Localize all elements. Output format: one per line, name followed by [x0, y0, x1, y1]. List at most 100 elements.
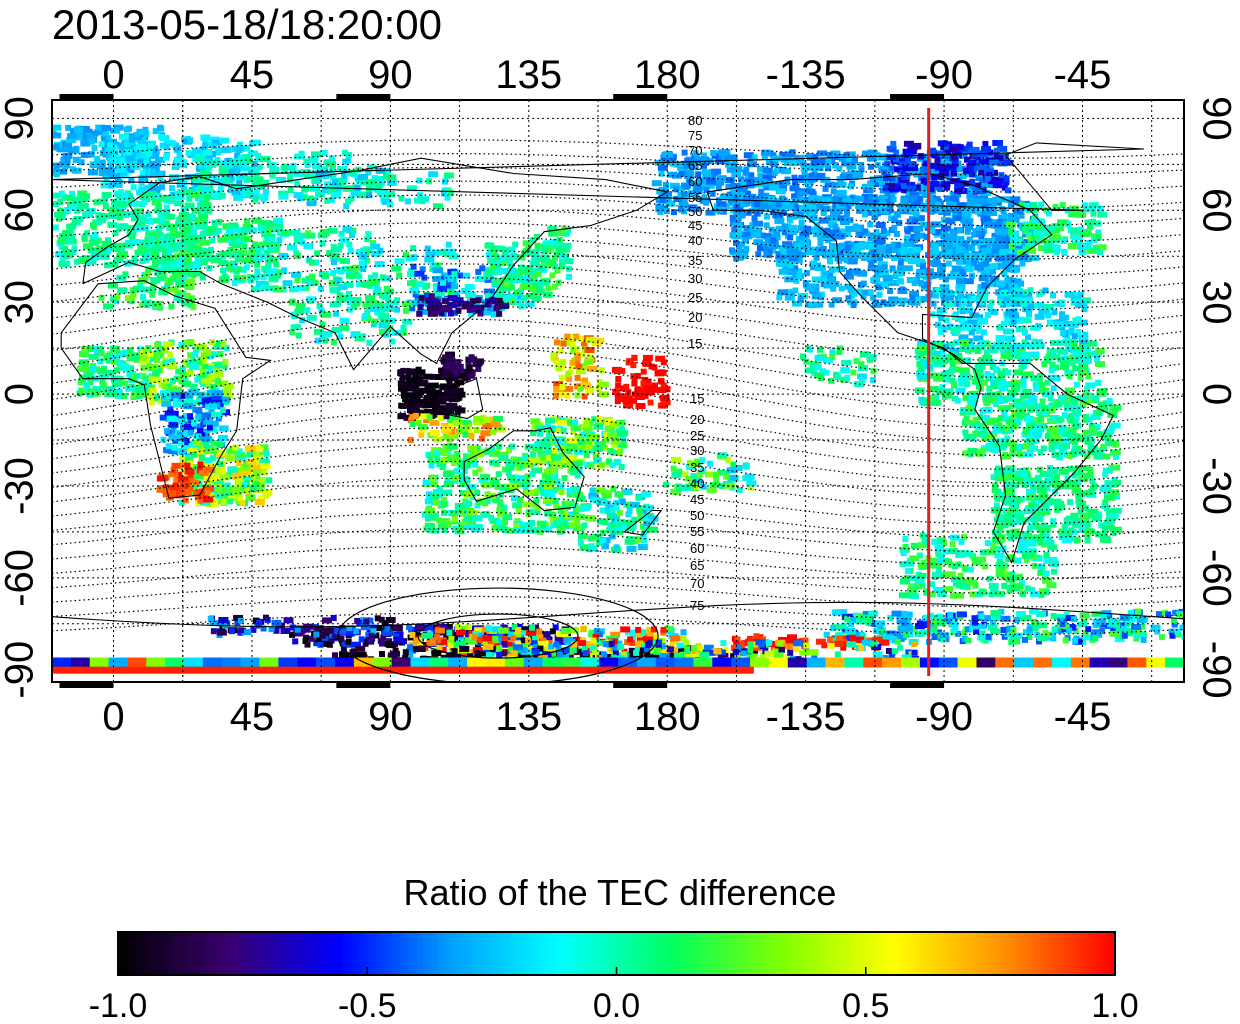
- tec-cell: [474, 489, 481, 496]
- tec-cell: [930, 206, 937, 213]
- tec-cell: [589, 487, 600, 494]
- tec-cell: [703, 199, 710, 206]
- tec-cell: [147, 152, 158, 159]
- tec-cell: [525, 292, 536, 299]
- tec-cell: [237, 141, 244, 148]
- tec-cell: [803, 207, 810, 214]
- tec-cell: [727, 199, 734, 206]
- tec-cell: [966, 193, 973, 200]
- tec-cell: [516, 277, 523, 283]
- tec-cell: [436, 485, 443, 492]
- tec-cell: [861, 193, 868, 200]
- tec-cell: [217, 236, 228, 243]
- tec-cell: [657, 164, 668, 171]
- tec-cell: [168, 303, 175, 310]
- tec-cell: [278, 190, 289, 197]
- tec-cell: [504, 273, 511, 280]
- tec-cell: [926, 166, 937, 173]
- tec-cell: [522, 501, 533, 508]
- tec-cell: [462, 375, 469, 382]
- tec-cell: [440, 272, 447, 279]
- tec-cell: [143, 146, 153, 153]
- tec-cell: [424, 256, 435, 263]
- tec-cell: [207, 391, 213, 398]
- tec-cell: [40, 155, 46, 161]
- tec-cell: [460, 511, 467, 518]
- tec-cell: [730, 186, 741, 193]
- tec-cell: [730, 183, 741, 189]
- tec-cell: [311, 176, 318, 183]
- tec-cell: [574, 354, 581, 361]
- tec-cell: [237, 495, 244, 502]
- tec-cell: [711, 152, 722, 159]
- tec-cell: [199, 239, 210, 246]
- tec-cell: [378, 292, 385, 299]
- tec-cell: [52, 200, 59, 207]
- tec-cell: [55, 215, 62, 222]
- tec-cell: [256, 280, 266, 287]
- tec-cell: [227, 174, 234, 181]
- tec-cell: [204, 489, 211, 496]
- tec-cell: [725, 183, 732, 190]
- tec-cell: [231, 472, 242, 479]
- tec-cell: [705, 209, 716, 216]
- tec-cell: [461, 462, 472, 469]
- tec-cell: [366, 192, 373, 199]
- tec-cell: [38, 161, 44, 167]
- tec-cell: [199, 231, 206, 237]
- tec-cell: [169, 484, 180, 491]
- tec-cell: [234, 152, 241, 159]
- tec-cell: [534, 242, 541, 249]
- tec-cell: [830, 209, 841, 216]
- tec-cell: [569, 514, 580, 521]
- tec-cell: [445, 387, 455, 394]
- tec-cell: [342, 158, 349, 165]
- tec-cell: [443, 363, 450, 369]
- tec-cell: [586, 447, 593, 454]
- tec-cell: [726, 467, 737, 474]
- tec-cell: [199, 369, 206, 376]
- tec-cell: [441, 509, 447, 516]
- tec-cell: [375, 303, 386, 310]
- tec-cell: [515, 508, 522, 514]
- tec-cell: [145, 393, 156, 400]
- tec-cell: [663, 151, 674, 158]
- tec-cell: [222, 160, 229, 167]
- tec-cell: [13, 141, 19, 147]
- tec-cell: [215, 227, 222, 234]
- tec-cell: [228, 225, 235, 231]
- tec-cell: [559, 360, 566, 366]
- tec-cell: [530, 418, 541, 425]
- tec-cell: [129, 287, 136, 294]
- tec-cell: [433, 267, 443, 274]
- tec-cell: [178, 418, 184, 425]
- tec-cell: [114, 293, 121, 300]
- tec-cell: [891, 224, 898, 231]
- tec-cell: [502, 294, 513, 301]
- tec-cell: [991, 242, 998, 249]
- tec-cell: [188, 295, 195, 302]
- tec-cell: [226, 494, 237, 501]
- tec-cell: [718, 483, 725, 490]
- tec-cell: [585, 388, 592, 395]
- tec-cell: [670, 155, 677, 162]
- tec-cell: [879, 207, 890, 214]
- tec-cell: [481, 511, 488, 518]
- tec-cell: [576, 363, 583, 370]
- tec-cell: [184, 283, 195, 290]
- tec-cell: [41, 155, 47, 161]
- tec-cell: [794, 193, 801, 200]
- tec-cell: [847, 183, 854, 190]
- tec-cell: [763, 222, 770, 229]
- tec-cell: [171, 444, 178, 451]
- tec-cell: [482, 423, 493, 429]
- tec-cell: [642, 376, 649, 383]
- tec-cell: [204, 412, 215, 419]
- tec-cell: [955, 240, 962, 247]
- tec-cell: [540, 454, 546, 461]
- tec-cell: [472, 469, 479, 476]
- tec-cell: [560, 445, 567, 452]
- tec-cell: [548, 230, 559, 237]
- tec-cell: [841, 160, 852, 167]
- tec-cell: [831, 182, 838, 189]
